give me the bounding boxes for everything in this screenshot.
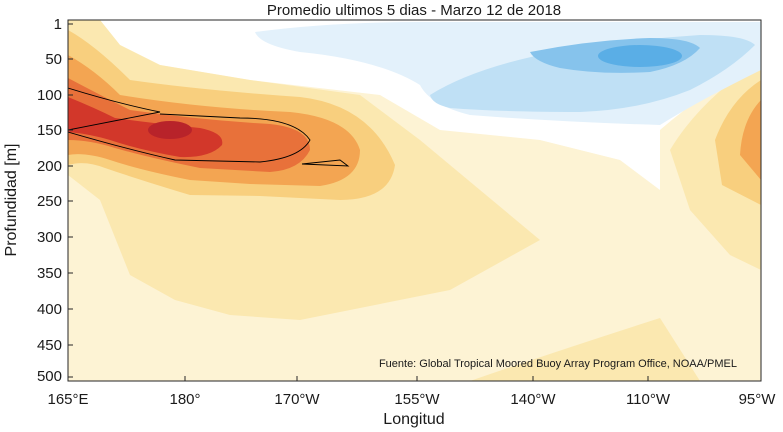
x-tick-label: 140°W <box>510 391 556 408</box>
y-tick-label: 100 <box>37 87 62 104</box>
x-tick-label: 155°W <box>394 391 440 408</box>
contour-line-main <box>68 87 311 163</box>
x-tick-label: 110°W <box>626 391 671 408</box>
x-axis-label: Longitud <box>383 411 444 428</box>
y-tick-label: 500 <box>37 368 62 385</box>
y-tick-label: 50 <box>45 51 62 68</box>
chart-title: Promedio ultimos 5 dias - Marzo 12 de 20… <box>267 2 561 19</box>
y-tick-label: 350 <box>37 265 62 282</box>
y-tick-label: 450 <box>37 337 62 354</box>
cold-region-core <box>598 45 682 67</box>
warm-core-5 <box>68 97 223 158</box>
x-tick-label: 165°E <box>47 391 88 408</box>
warm-band-east-2 <box>715 80 761 205</box>
y-axis: 1 50 100 150 200 250 300 350 400 450 500 <box>37 16 73 385</box>
x-tick-label: 180° <box>169 391 200 408</box>
x-axis: 165°E 180° 170°W 155°W 140°W 110°W 95°W <box>47 376 776 408</box>
warm-band-east-3 <box>740 100 761 180</box>
plot-area <box>68 20 761 381</box>
warm-core-max <box>148 121 192 139</box>
warm-band-bottom <box>470 318 700 381</box>
y-tick-label: 150 <box>37 122 62 139</box>
contour-line-small <box>301 159 350 167</box>
y-tick-label: 400 <box>37 301 62 318</box>
y-tick-label: 200 <box>37 158 62 175</box>
x-tick-label: 95°W <box>739 391 777 408</box>
y-tick-label: 1 <box>54 16 62 33</box>
y-tick-label: 250 <box>37 193 62 210</box>
source-note: Fuente: Global Tropical Moored Buoy Arra… <box>379 358 737 370</box>
y-tick-label: 300 <box>37 229 62 246</box>
y-axis-label: Profundidad [m] <box>3 144 20 257</box>
x-tick-label: 170°W <box>274 391 320 408</box>
